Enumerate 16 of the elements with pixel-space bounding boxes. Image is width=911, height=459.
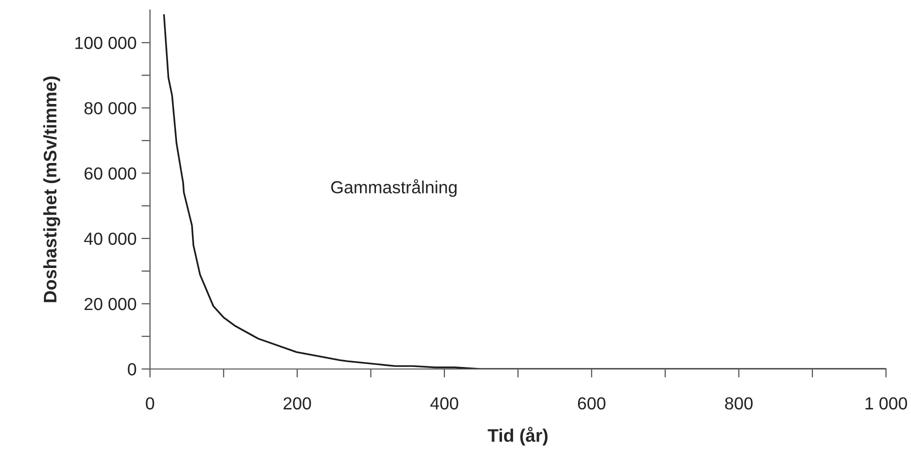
y-tick-label: 20 000 xyxy=(84,298,136,310)
x-tick-label: 800 xyxy=(725,397,753,410)
y-axis-title: Doshastighet (mSv/timme) xyxy=(43,76,60,302)
y-tick-label: 100 000 xyxy=(75,36,136,50)
x-tick-label: 200 xyxy=(284,397,312,410)
x-axis-title: Tid (år) xyxy=(488,426,548,446)
x-tick-label: 600 xyxy=(578,397,606,410)
x-tick-label: 400 xyxy=(430,397,458,410)
line-series xyxy=(163,14,886,369)
y-tick-label: 80 000 xyxy=(84,102,136,114)
y-tick-label: 40 000 xyxy=(84,232,136,245)
y-tick-label: 0 xyxy=(128,363,136,376)
x-tick-label: 0 xyxy=(146,397,154,410)
y-tick-label: 60 000 xyxy=(84,167,136,180)
annotation: Gammastrålning xyxy=(331,179,457,197)
x-tick-label: 1 000 xyxy=(866,397,908,410)
